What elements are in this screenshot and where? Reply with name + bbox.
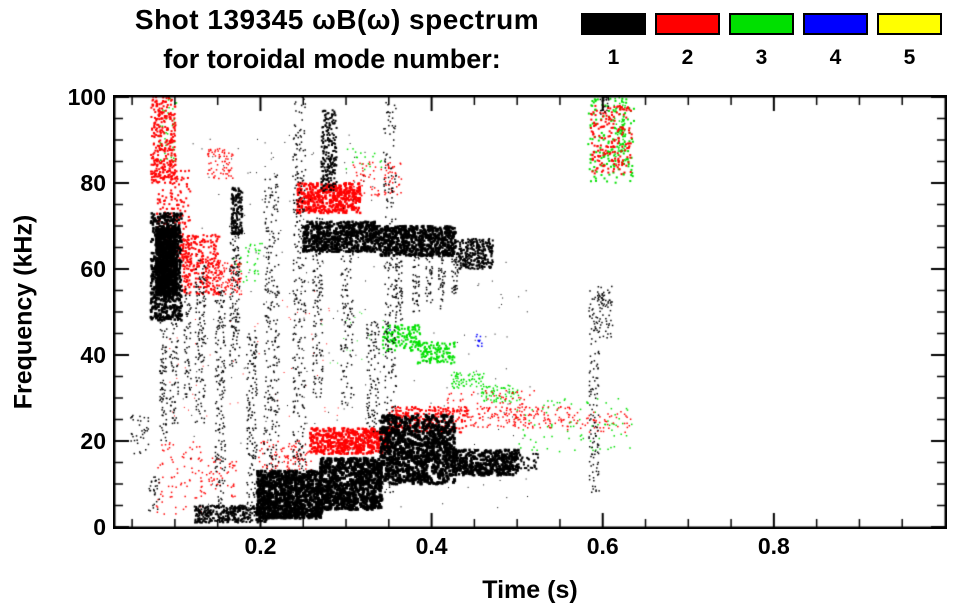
legend-swatch-5 [877, 13, 942, 35]
y-tick-label: 40 [80, 342, 106, 368]
y-tick-label: 100 [67, 84, 106, 110]
legend-label-1: 1 [607, 46, 620, 69]
x-tick-label: 0.2 [244, 533, 277, 559]
legend-label-2: 2 [681, 46, 694, 69]
x-tick-label: 0.8 [757, 533, 790, 559]
y-tick-label: 20 [80, 428, 106, 454]
chart-title: Shot 139345 ωB(ω) spectrum [134, 4, 540, 35]
legend-numbers: 1 2 3 4 5 [581, 46, 942, 70]
legend-label-5: 5 [903, 46, 916, 69]
y-tick-label: 60 [80, 256, 106, 282]
x-axis-title: Time (s) [482, 576, 578, 604]
legend-label-4: 4 [829, 46, 842, 69]
chart-subtitle: for toroidal mode number: [163, 44, 501, 74]
y-axis-title: Frequency (kHz) [9, 214, 38, 410]
legend-label-3: 3 [755, 46, 768, 69]
legend-swatch-3 [729, 13, 794, 35]
y-tick-label: 0 [93, 514, 106, 540]
y-tick-label: 80 [80, 170, 106, 196]
spectrogram-canvas [113, 95, 947, 529]
legend-swatch-2 [655, 13, 720, 35]
x-tick-label: 0.6 [586, 533, 619, 559]
x-tick-label: 0.4 [415, 533, 448, 559]
legend-swatch-4 [803, 13, 868, 35]
legend-swatch-1 [581, 13, 646, 35]
legend-swatches [581, 13, 942, 35]
